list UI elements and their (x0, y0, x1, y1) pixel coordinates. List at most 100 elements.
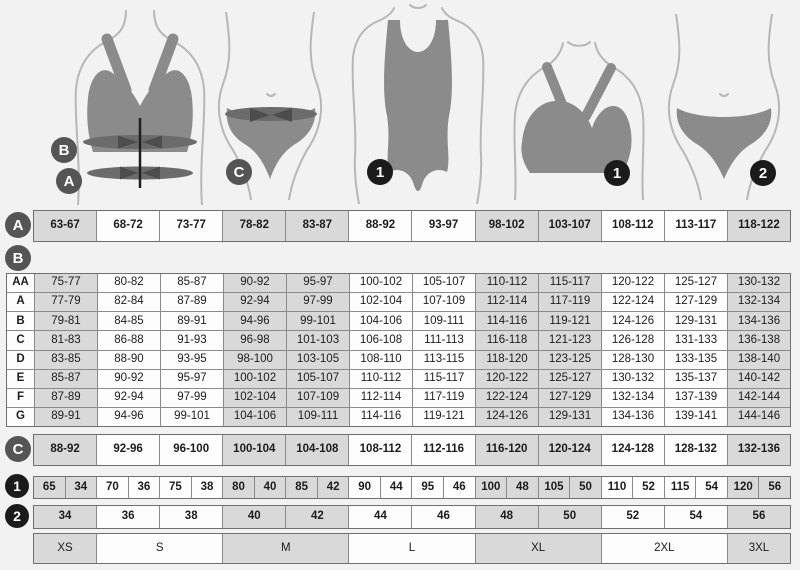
bra-size-cell: 70 (97, 477, 128, 498)
bust-range-cell: 95-97 (161, 369, 223, 388)
bust-range-cell: 92-94 (98, 388, 160, 407)
numeric-size-row: 34 36 38 40 42 44 46 48 50 52 54 56 (33, 505, 791, 529)
cup-row-label: D (7, 350, 34, 369)
bust-range-cell: 128-130 (602, 350, 664, 369)
bust-range-cell: 80-82 (98, 274, 160, 293)
bust-range-cell: 122-124 (476, 388, 538, 407)
underbust-range-cell: 63-67 (34, 211, 97, 241)
bust-range-cell: 86-88 (98, 331, 160, 350)
bust-range-cell: 105-107 (287, 369, 349, 388)
bust-range-cell: 97-99 (287, 293, 349, 312)
bra-size-cell: 52 (633, 477, 664, 498)
bust-range-cell: 79-81 (35, 312, 97, 331)
bra-size-cell: 85 (286, 477, 317, 498)
underbust-range-cell: 68-72 (97, 211, 160, 241)
bust-range-cell: 130-132 (728, 274, 790, 293)
bikini-top-figure (513, 41, 645, 200)
bust-range-cell: 129-131 (665, 312, 727, 331)
bust-range-cell: 110-112 (476, 274, 538, 293)
bust-range-cell: 114-116 (350, 407, 412, 426)
bust-measure-badge: B (51, 137, 77, 163)
bra-size-cell: 105 (538, 477, 570, 498)
underbust-range-cell: 113-117 (664, 211, 727, 241)
bust-range-cell: 138-140 (728, 350, 790, 369)
underbust-range-cell: 98-102 (475, 211, 538, 241)
bust-range-cell: 85-87 (35, 369, 97, 388)
bra-size-cell: 54 (696, 477, 727, 498)
hip-range-cell: 104-108 (286, 435, 349, 465)
bust-range-cell: 132-134 (602, 388, 664, 407)
bust-range-cell: 95-97 (287, 274, 349, 293)
hip-range-cell: 132-136 (727, 435, 790, 465)
bust-range-cell: 125-127 (539, 369, 601, 388)
bust-range-cell: 104-106 (224, 407, 286, 426)
bust-range-cell: 99-101 (287, 312, 349, 331)
swimsuit-size-badge: 1 (367, 159, 393, 185)
bust-range-cell: 104-106 (350, 312, 412, 331)
bust-range-cell: 113-115 (413, 350, 475, 369)
bra-size-cell: 40 (254, 477, 286, 498)
underbust-range-cell: 78-82 (223, 211, 286, 241)
bust-range-cell: 119-121 (539, 312, 601, 331)
bust-range-cell: 105-107 (413, 274, 475, 293)
numeric-size-cell: 44 (349, 506, 412, 528)
intl-size-cell: XS (34, 534, 97, 563)
hip-range-cell: 112-116 (412, 435, 475, 465)
bra-size-cell: 46 (444, 477, 475, 498)
bust-range-cell: 127-129 (539, 388, 601, 407)
row-a-label-badge: A (5, 212, 31, 238)
bust-range-cell: 85-87 (161, 274, 223, 293)
bra-size-cell: 95 (412, 477, 444, 498)
bust-range-cell: 109-111 (413, 312, 475, 331)
bra-size-cell: 90 (349, 477, 380, 498)
table-b-label-badge: B (5, 245, 31, 271)
underbust-range-cell: 88-92 (349, 211, 412, 241)
bust-range-cell: 118-120 (476, 350, 538, 369)
bust-range-cell: 77-79 (35, 293, 97, 312)
bust-range-cell: 82-84 (98, 293, 160, 312)
underbust-range-cell: 93-97 (412, 211, 475, 241)
bust-range-cell: 116-118 (476, 331, 538, 350)
bust-range-cell: 84-85 (98, 312, 160, 331)
bust-range-cell: 87-89 (161, 293, 223, 312)
bust-range-cell: 130-132 (602, 369, 664, 388)
bust-range-cell: 97-99 (161, 388, 223, 407)
intl-size-cell: M (223, 534, 349, 563)
bust-range-cell: 125-127 (665, 274, 727, 293)
underbust-range-cell: 73-77 (160, 211, 223, 241)
bust-range-cell: 112-114 (476, 293, 538, 312)
numeric-size-cell: 52 (601, 506, 664, 528)
bust-range-cell: 133-135 (665, 350, 727, 369)
bust-range-cell: 96-98 (224, 331, 286, 350)
bust-range-cell: 89-91 (161, 312, 223, 331)
bust-range-cell: 131-133 (665, 331, 727, 350)
bust-range-cell: 120-122 (602, 274, 664, 293)
bust-cup-table: AA 75-77 80-82 85-87 90-92 95-97 100-102 105-10… (6, 273, 791, 427)
bust-range-cell: 88-90 (98, 350, 160, 369)
bust-range-cell: 114-116 (476, 312, 538, 331)
bra-size-cell: 44 (380, 477, 412, 498)
bra-size-cell: 115 (664, 477, 696, 498)
underbust-range-cell: 108-112 (601, 211, 664, 241)
bust-range-cell: 93-95 (161, 350, 223, 369)
bra-size-cell: 75 (160, 477, 191, 498)
bust-range-cell: 94-96 (98, 407, 160, 426)
bust-range-cell: 102-104 (350, 293, 412, 312)
cup-row-label: AA (7, 274, 34, 293)
numeric-size-cell: 50 (538, 506, 601, 528)
intl-size-cell: 3XL (727, 534, 790, 563)
bust-range-cell: 98-100 (224, 350, 286, 369)
intl-size-cell: 2XL (601, 534, 727, 563)
bra-size-cell: 38 (191, 477, 223, 498)
swimsuit-figure (351, 4, 485, 204)
bust-range-cell: 121-123 (539, 331, 601, 350)
bust-range-cell: 103-105 (287, 350, 349, 369)
bust-range-cell: 111-113 (413, 331, 475, 350)
underbust-range-cell: 83-87 (286, 211, 349, 241)
cup-row-label: A (7, 293, 34, 312)
bra-size-cell: 48 (507, 477, 538, 498)
cup-row-label: F (7, 388, 34, 407)
hip-range-cell: 128-132 (664, 435, 727, 465)
hip-range-cell: 116-120 (475, 435, 538, 465)
hip-measure-badge: C (226, 159, 252, 185)
